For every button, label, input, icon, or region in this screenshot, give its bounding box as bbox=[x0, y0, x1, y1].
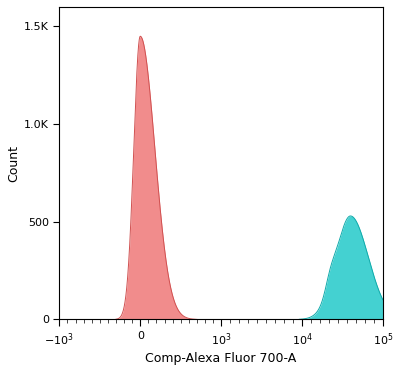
Y-axis label: Count: Count bbox=[7, 145, 20, 182]
X-axis label: Comp-Alexa Fluor 700-A: Comp-Alexa Fluor 700-A bbox=[146, 352, 297, 365]
